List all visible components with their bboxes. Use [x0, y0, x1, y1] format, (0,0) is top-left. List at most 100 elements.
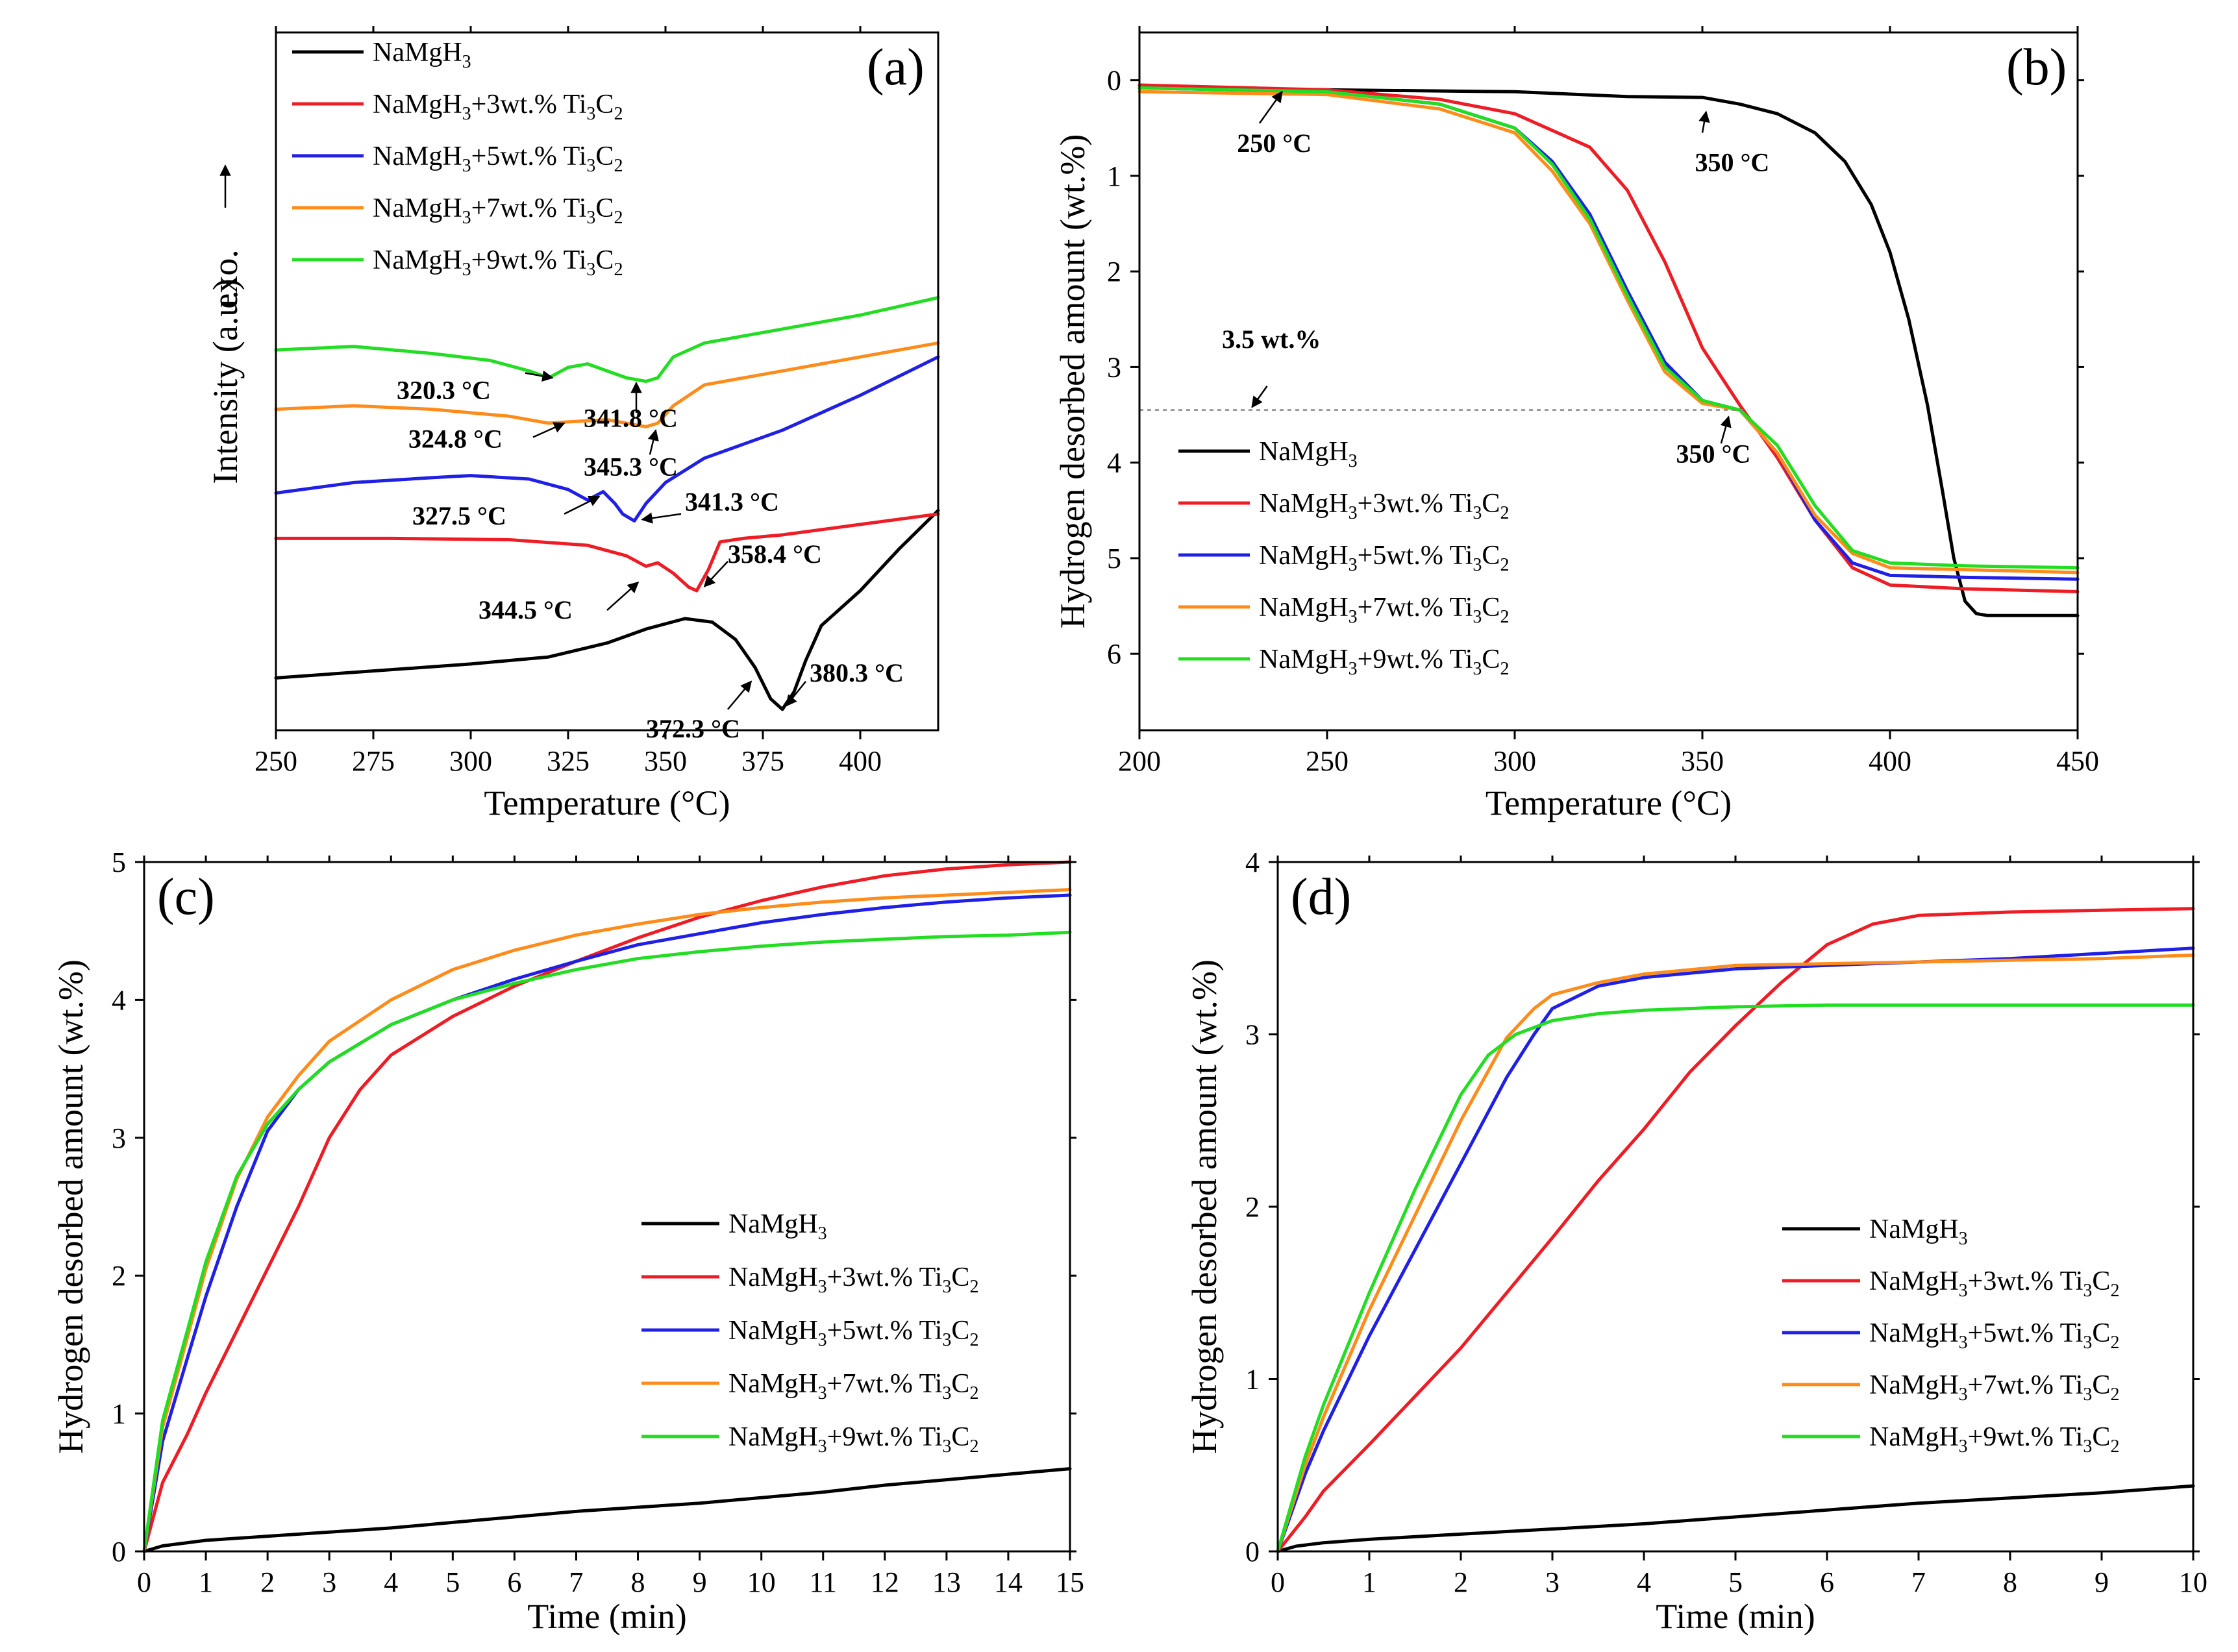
series-line-5wt: [274, 355, 940, 523]
panel-a: 250 275 300 325 350 375 400 Temperature (°C) Int…: [206, 26, 940, 822]
x-tick-label: 5: [445, 1566, 460, 1598]
legend-label-NaMgH3: NaMgH3: [1869, 1214, 1968, 1249]
x-tick-label: 300: [1493, 745, 1536, 777]
y-tick-label: 1: [112, 1398, 126, 1430]
legend-label-7wt: NaMgH3+7wt.% Ti3C2: [1259, 593, 1509, 627]
annotation-label: 345.3 °C: [584, 452, 678, 482]
annotation-arrow: [1720, 415, 1732, 444]
x-tick-label: 450: [2056, 745, 2099, 777]
annotation-arrow: [1698, 110, 1710, 133]
y-tick-label: 6: [1107, 638, 1121, 670]
x-tick-label: 11: [810, 1566, 837, 1598]
annotation-arrow: [647, 429, 659, 455]
x-tick-label: 1: [1362, 1566, 1376, 1598]
y-tick-label: 0: [1107, 65, 1121, 97]
x-axis-title: Temperature (°C): [484, 783, 730, 822]
series-line-9wt: [142, 930, 1072, 1553]
x-axis-title: Time (min): [1656, 1597, 1815, 1636]
annotation-arrow: [785, 680, 806, 707]
series-line-7wt: [142, 888, 1072, 1553]
exo-label: exo.: [206, 249, 245, 308]
y-tick-label: 5: [1107, 543, 1121, 574]
x-tick-label: 14: [994, 1566, 1023, 1598]
panel-label: (c): [157, 869, 215, 926]
legend-d: NaMgH3 NaMgH3+3wt.% Ti3C2 NaMgH3+5wt.% Ti3…: [1782, 1214, 2119, 1457]
legend-label-5wt: NaMgH3+5wt.% Ti3C2: [728, 1316, 978, 1350]
legend-label-3wt: NaMgH3+3wt.% Ti3C2: [1259, 489, 1509, 523]
x-tick-label: 0: [1271, 1566, 1285, 1598]
plot-frame: [143, 861, 1071, 1553]
legend-label-7wt: NaMgH3+7wt.% Ti3C2: [728, 1369, 978, 1403]
panel-label: (b): [2006, 39, 2067, 96]
x-tick-label: 1: [199, 1566, 213, 1598]
x-tick-label: 6: [1820, 1566, 1834, 1598]
series-line-7wt: [274, 341, 940, 428]
panel-label: (a): [867, 39, 925, 96]
annotation-label: 320.3 °C: [397, 375, 491, 404]
series-line-NaMgH3: [1276, 1484, 2195, 1553]
annotation-arrow: [532, 422, 566, 438]
y-axis-title: Intensity (a.u.): [206, 278, 245, 484]
series-line-NaMgH3: [1138, 86, 2080, 617]
y-axis-title: Hydrogen desorbed amount (wt.%): [51, 959, 90, 1454]
annotation-label: 372.3 °C: [646, 714, 740, 743]
y-tick-label: 3: [1245, 1019, 1260, 1051]
series-line-5wt: [142, 893, 1072, 1553]
y-tick-label: 4: [1245, 846, 1260, 878]
y-tick-label: 2: [1245, 1191, 1260, 1223]
annotation-arrow: [641, 512, 682, 524]
series-line-3wt: [274, 512, 940, 593]
x-tick-label: 7: [569, 1566, 583, 1598]
y-tick-label: 2: [112, 1260, 126, 1292]
legend-label-5wt: NaMgH3+5wt.% Ti3C2: [1259, 541, 1509, 575]
annotation-arrow: [703, 560, 728, 587]
series-line-5wt: [1276, 946, 2195, 1553]
x-tick-label: 375: [741, 745, 784, 777]
x-tick-label: 0: [137, 1566, 151, 1598]
legend-a: NaMgH3 NaMgH3+3wt.% Ti3C2 NaMgH3+5wt.% Ti3…: [292, 38, 623, 280]
legend-label-NaMgH3: NaMgH3: [728, 1209, 827, 1244]
legend-label-9wt: NaMgH3+9wt.% Ti3C2: [1259, 645, 1509, 679]
x-tick-label: 6: [507, 1566, 521, 1598]
series-line-9wt: [1138, 86, 2080, 570]
legend-label-9wt: NaMgH3+9wt.% Ti3C2: [728, 1422, 978, 1457]
x-tick-label: 250: [1306, 745, 1349, 777]
plot-frame: [1138, 31, 2079, 732]
x-tick-label: 9: [2095, 1566, 2109, 1598]
y-tick-label: 0: [112, 1536, 126, 1568]
panel-label: (d): [1291, 869, 1351, 926]
y-tick-label: 4: [112, 984, 126, 1016]
legend-label-5wt: NaMgH3+5wt.% Ti3C2: [373, 142, 623, 176]
x-tick-label: 300: [449, 745, 492, 777]
y-tick-label: 1: [1107, 160, 1121, 192]
legend-label-7wt: NaMgH3+7wt.% Ti3C2: [1869, 1370, 2119, 1405]
annotation-arrow: [727, 680, 752, 710]
x-tick-label: 400: [1869, 745, 1911, 777]
x-tick-label: 13: [932, 1566, 961, 1598]
legend-label-3wt: NaMgH3+3wt.% Ti3C2: [1869, 1266, 2119, 1301]
legend-label-7wt: NaMgH3+7wt.% Ti3C2: [373, 193, 623, 228]
series-line-9wt: [1276, 1003, 2195, 1553]
x-tick-label: 10: [747, 1566, 776, 1598]
annotation-arrow: [606, 581, 640, 611]
panel-b: 200 250 300 350 400 450 0 1 2 3 4 5 6 Temperature (°C…: [1053, 26, 2099, 822]
y-tick-label: 3: [1107, 351, 1121, 383]
legend-label-9wt: NaMgH3+9wt.% Ti3C2: [1869, 1422, 2119, 1457]
legend-label-3wt: NaMgH3+3wt.% Ti3C2: [373, 90, 623, 124]
annotation-arrow: [1258, 90, 1283, 124]
x-tick-label: 4: [384, 1566, 398, 1598]
legend-label-NaMgH3: NaMgH3: [373, 38, 471, 72]
x-tick-label: 325: [547, 745, 590, 777]
series-line-NaMgH3: [274, 508, 940, 711]
x-tick-label: 3: [322, 1566, 336, 1598]
x-tick-label: 350: [1681, 745, 1724, 777]
y-tick-label: 3: [112, 1122, 126, 1154]
y-tick-label: 1: [1245, 1364, 1260, 1396]
x-tick-label: 8: [2003, 1566, 2017, 1598]
plot-frame: [275, 31, 939, 732]
y-axis-title: Hydrogen desorbed amount (wt.%): [1185, 959, 1224, 1454]
x-tick-label: 5: [1728, 1566, 1743, 1598]
series-line-7wt: [1276, 953, 2195, 1553]
